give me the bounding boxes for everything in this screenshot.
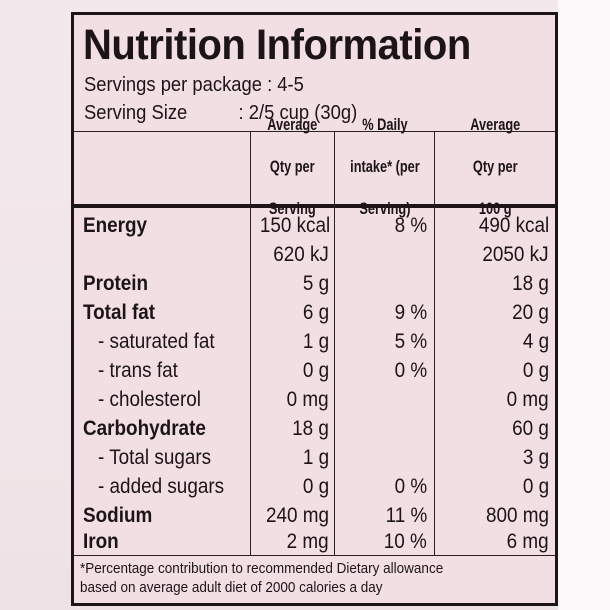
footnote: *Percentage contribution to recommended …	[80, 559, 550, 597]
daily-intake-value: 8 %	[394, 214, 427, 237]
nutrient-label: Protein	[83, 272, 149, 295]
nutrient-label: - saturated fat	[98, 330, 215, 353]
nutrient-label: Sodium	[83, 504, 153, 527]
per-100g-value: 4 g	[522, 330, 549, 353]
nutrient-label: - Total sugars	[98, 446, 212, 469]
per-serving-value: 620 kJ	[273, 243, 329, 266]
page-margin	[558, 0, 610, 610]
footnote-line: based on average adult diet of 2000 calo…	[80, 579, 383, 596]
per-100g-value: 3 g	[522, 446, 549, 469]
column-divider-1	[250, 132, 251, 555]
per-serving-value: 2 mg	[286, 530, 329, 553]
nutrient-label: Carbohydrate	[83, 417, 206, 440]
table-row: Sodium 240 mg 11 % 800 mg	[74, 501, 555, 530]
table-row: 620 kJ 2050 kJ	[74, 240, 555, 269]
per-serving-value: 6 g	[302, 301, 329, 324]
footnote-line: *Percentage contribution to recommended …	[80, 560, 444, 577]
per-serving-value: 0 g	[302, 475, 329, 498]
daily-intake-value: 9 %	[394, 301, 427, 324]
per-100g-value: 2050 kJ	[482, 243, 549, 266]
serving-size-label: Serving Size	[84, 102, 188, 124]
table-row: Total fat 6 g 9 % 20 g	[74, 298, 555, 327]
table-row: Carbohydrate 18 g 60 g	[74, 414, 555, 443]
nutrient-label: - trans fat	[98, 359, 178, 382]
per-serving-value: 0 mg	[286, 388, 329, 411]
column-header-daily-intake: % Daily intake* (per Serving)	[349, 115, 420, 218]
table-row: Energy 150 kcal 8 % 490 kcal	[74, 211, 555, 240]
per-100g-value: 490 kcal	[478, 214, 549, 237]
serving-size: Serving Size : 2/5 cup (30g)	[84, 101, 357, 125]
table-row: - added sugars 0 g 0 % 0 g	[74, 472, 555, 501]
per-100g-value: 800 mg	[485, 504, 549, 527]
nutrient-label: Total fat	[83, 301, 156, 324]
daily-intake-value: 0 %	[394, 359, 427, 382]
per-100g-value: 60 g	[512, 417, 549, 440]
nutrient-label: Iron	[83, 530, 119, 553]
per-serving-value: 150 kcal	[259, 214, 331, 237]
column-divider-3	[434, 132, 435, 555]
per-100g-value: 20 g	[512, 301, 549, 324]
per-100g-value: 0 g	[522, 359, 549, 382]
per-serving-value: 5 g	[302, 272, 329, 295]
per-serving-value: 1 g	[302, 446, 329, 469]
table-row: - cholesterol 0 mg 0 mg	[74, 385, 555, 414]
nutrient-label: - added sugars	[98, 475, 225, 498]
per-serving-value: 0 g	[302, 359, 329, 382]
servings-per-package: Servings per package : 4-5	[84, 74, 304, 96]
per-serving-value: 1 g	[302, 330, 329, 353]
column-header-per-100g: Average Qty per 100 g	[470, 115, 520, 218]
per-100g-value: 6 mg	[506, 530, 549, 553]
serving-size-value: : 2/5 cup (30g)	[238, 102, 358, 124]
column-header-per-serving: Average Qty per Serving	[267, 115, 318, 218]
table-row: - saturated fat 1 g 5 % 4 g	[74, 327, 555, 356]
table-row: - Total sugars 1 g 3 g	[74, 443, 555, 472]
per-serving-value: 18 g	[292, 417, 329, 440]
per-100g-value: 0 mg	[506, 388, 549, 411]
table-row: Protein 5 g 18 g	[74, 269, 555, 298]
rule-header-bottom	[74, 204, 555, 208]
per-100g-value: 0 g	[522, 475, 549, 498]
daily-intake-value: 0 %	[394, 475, 427, 498]
per-serving-value: 240 mg	[265, 504, 329, 527]
daily-intake-value: 10 %	[383, 530, 427, 553]
table-row: Iron 2 mg 10 % 6 mg	[74, 527, 555, 556]
table-row: - trans fat 0 g 0 % 0 g	[74, 356, 555, 385]
nutrient-label: - cholesterol	[98, 388, 201, 411]
rule-header-top	[74, 131, 555, 132]
column-divider-2	[334, 132, 335, 555]
per-100g-value: 18 g	[512, 272, 549, 295]
daily-intake-value: 11 %	[385, 504, 427, 527]
daily-intake-value: 5 %	[394, 330, 427, 353]
nutrient-label: Energy	[83, 214, 148, 237]
rule-footnote	[74, 555, 555, 556]
nutrition-panel: Nutrition Information Servings per packa…	[71, 12, 558, 606]
panel-title: Nutrition Information	[83, 21, 471, 69]
